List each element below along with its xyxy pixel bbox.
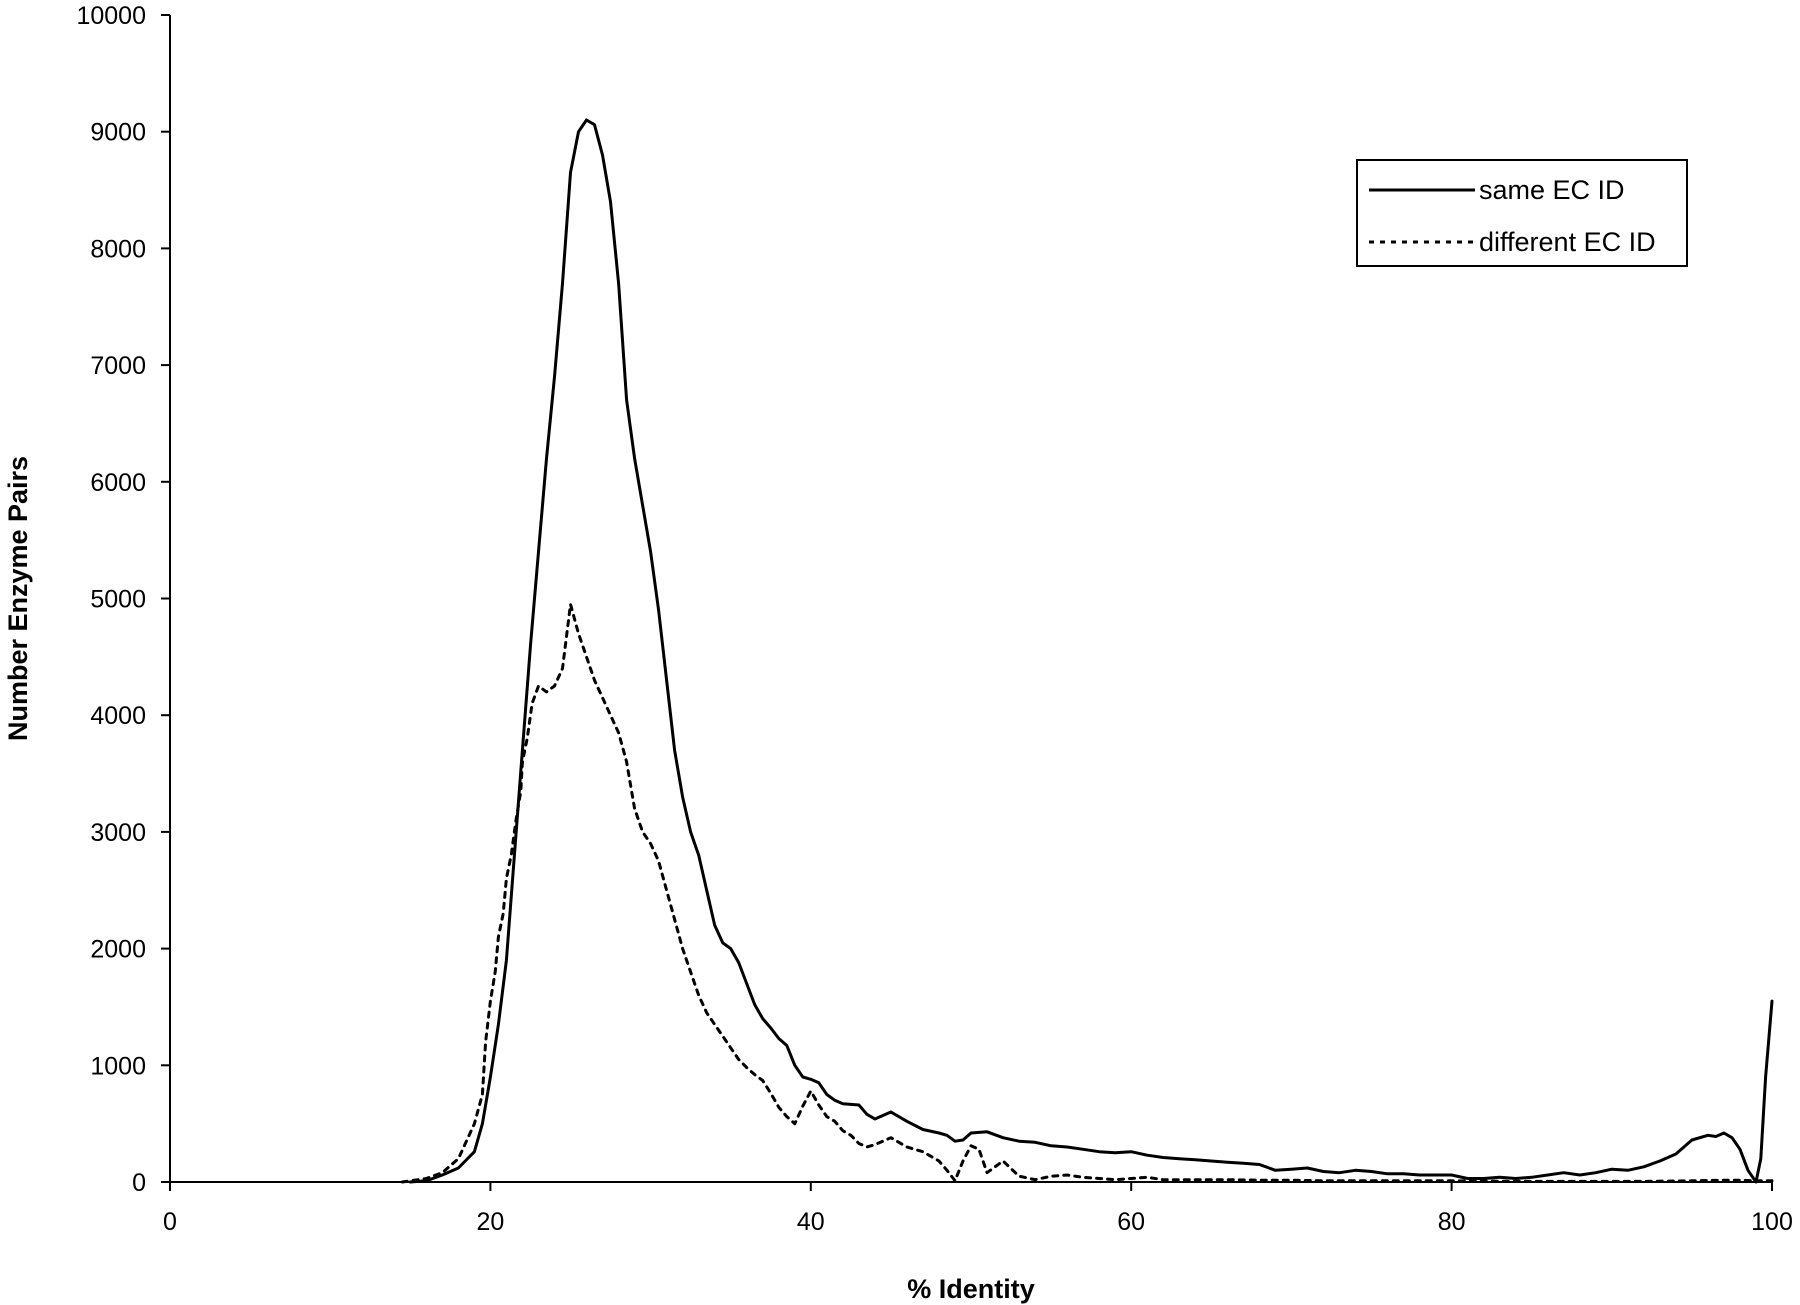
x-tick-label: 60 — [1117, 1208, 1145, 1236]
y-tick-label: 1000 — [90, 1052, 146, 1080]
series-layer — [400, 118, 1774, 1184]
x-tick-label: 100 — [1751, 1208, 1793, 1236]
y-tick-label: 3000 — [90, 819, 146, 847]
y-tick-label: 8000 — [90, 235, 146, 263]
x-axis-ticks: 0 20 40 60 80 100 — [163, 1182, 1793, 1236]
y-tick-label: 10000 — [76, 2, 146, 30]
legend: same EC ID different EC ID — [1356, 159, 1688, 267]
legend-label: different EC ID — [1479, 227, 1656, 257]
y-axis-title: Number Enzyme Pairs — [3, 456, 33, 741]
x-tick-label: 20 — [476, 1208, 504, 1236]
series-line-different-ec-id — [400, 602, 1774, 1184]
y-tick-label: 5000 — [90, 586, 146, 614]
y-tick-label: 4000 — [90, 702, 146, 730]
y-tick-label: 7000 — [90, 352, 146, 380]
series-line-same-ec-id — [408, 118, 1774, 1184]
y-tick-label: 9000 — [90, 119, 146, 147]
legend-label: same EC ID — [1479, 175, 1625, 205]
x-axis-title: % Identity — [907, 1274, 1035, 1304]
x-tick-label: 0 — [163, 1208, 177, 1236]
y-axis-ticks: 0 1000 2000 3000 4000 5000 6000 7000 8000 9000 100… — [76, 2, 170, 1197]
y-tick-label: 6000 — [90, 469, 146, 497]
x-tick-label: 80 — [1438, 1208, 1466, 1236]
legend-box — [1356, 159, 1688, 267]
y-tick-label: 0 — [132, 1169, 146, 1197]
x-tick-label: 40 — [797, 1208, 825, 1236]
y-tick-label: 2000 — [90, 936, 146, 964]
